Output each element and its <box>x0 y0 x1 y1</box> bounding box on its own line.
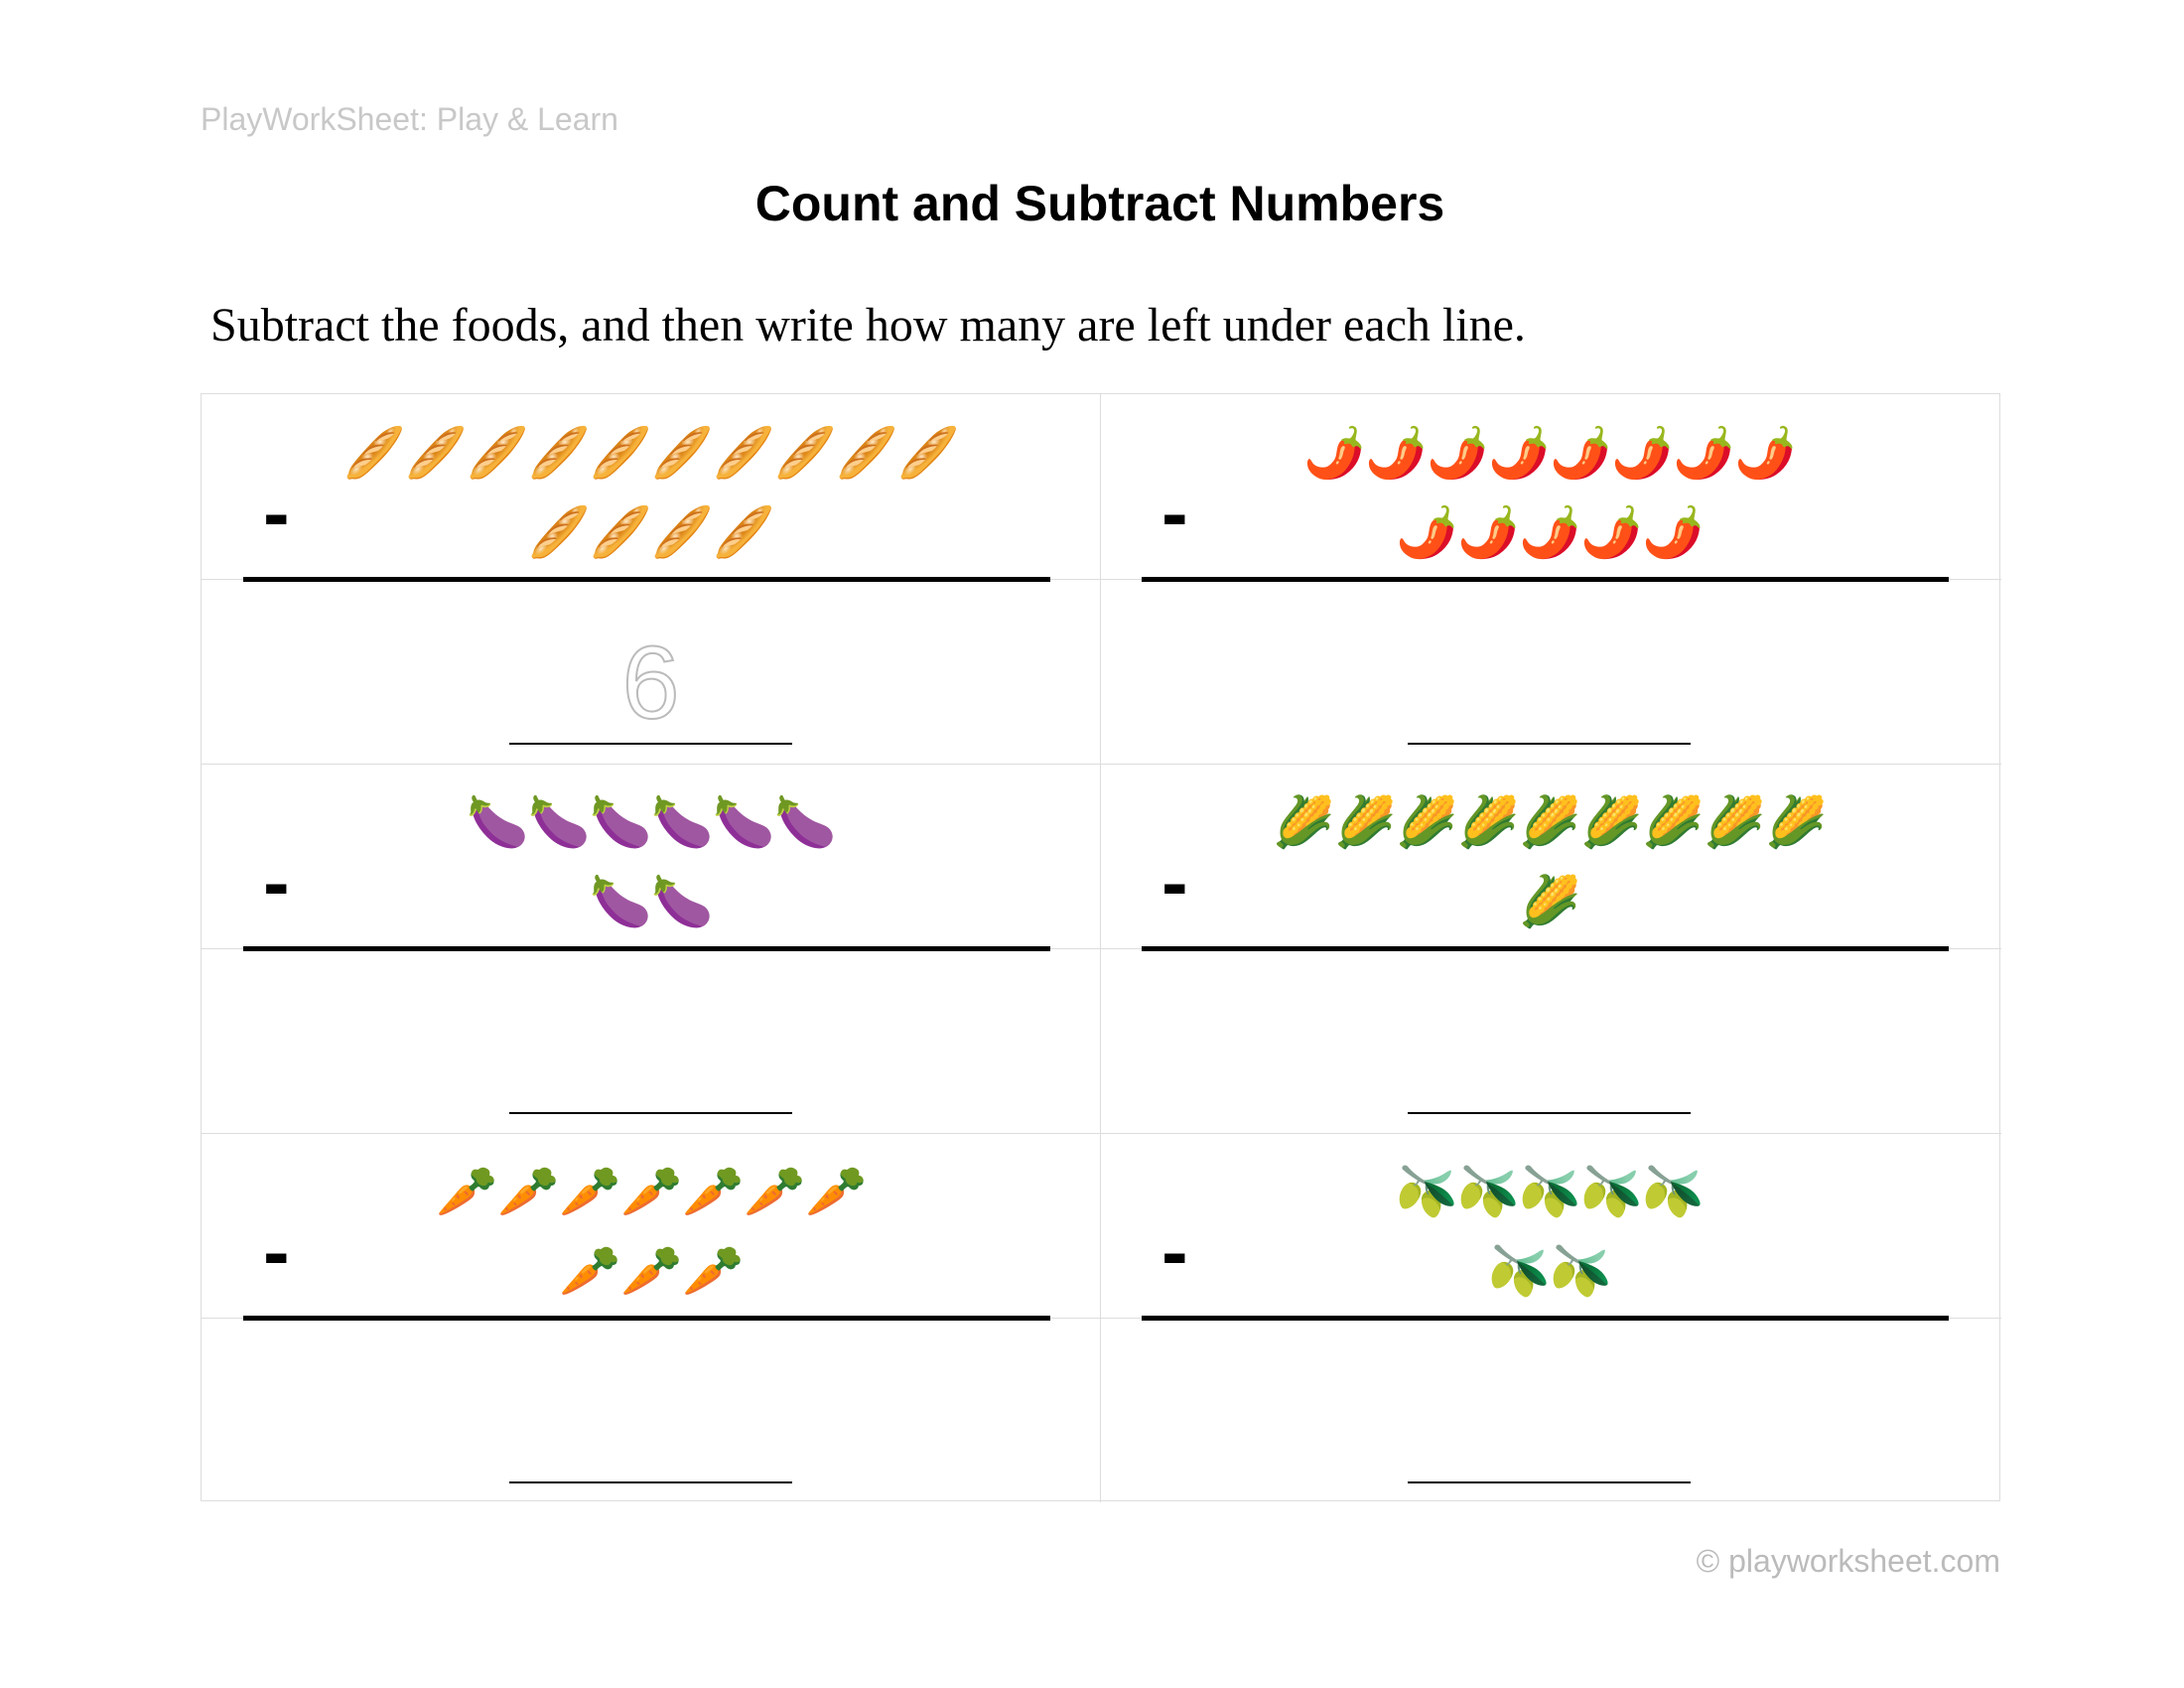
sum-line <box>1142 946 1949 951</box>
row-divider <box>202 764 2001 765</box>
food-icon: 🥖 <box>774 424 837 482</box>
instruction: Subtract the foods, and then write how m… <box>210 299 1526 352</box>
food-icon: 🥖 <box>836 424 898 482</box>
food-icon: 🫒 <box>1396 1163 1458 1220</box>
food-icon: 🥕 <box>497 1163 560 1220</box>
minus-sign: - <box>1161 1207 1188 1296</box>
minus-sign: - <box>263 1207 290 1296</box>
food-icon: 🌽 <box>1334 793 1397 851</box>
food-icon: 🌽 <box>1704 793 1766 851</box>
food-icon: 🌶️ <box>1457 503 1520 561</box>
food-icon: 🥖 <box>651 503 714 561</box>
food-icon: 🥖 <box>528 503 591 561</box>
food-icon: 🍆 <box>528 793 591 851</box>
food-icon: 🫒 <box>1519 1163 1581 1220</box>
food-icon: 🌽 <box>1273 793 1335 851</box>
food-icon: 🌶️ <box>1427 424 1489 482</box>
food-icon: 🥖 <box>651 424 714 482</box>
food-icon: 🍆 <box>774 793 837 851</box>
title: Count and Subtract Numbers <box>754 176 1445 231</box>
food-icon: 🌽 <box>1519 873 1581 930</box>
food-icon: 🌽 <box>1519 793 1581 851</box>
food-icon: 🫒 <box>1642 1163 1705 1220</box>
food-icon: 🌽 <box>1642 793 1705 851</box>
food-icon: 🫒 <box>1580 1163 1643 1220</box>
food-icon: 🫒 <box>1457 1163 1520 1220</box>
minus-sign: - <box>263 838 290 926</box>
food-icon: 🌽 <box>1580 793 1643 851</box>
brand: PlayWorkSheet: Play & Learn <box>201 101 618 137</box>
food-icon: 🌽 <box>1396 793 1458 851</box>
footer: © playworksheet.com <box>1696 1543 2000 1579</box>
row-divider <box>202 1318 2001 1319</box>
food-icon: 🥕 <box>436 1163 498 1220</box>
row-divider <box>202 579 2001 580</box>
food-icon: 🥕 <box>682 1242 745 1300</box>
food-icon: 🌶️ <box>1611 424 1674 482</box>
food-icon: 🫒 <box>1488 1242 1551 1300</box>
food-icon: 🍆 <box>651 793 714 851</box>
food-icon: 🥖 <box>713 424 775 482</box>
food-icon: 🥖 <box>897 424 960 482</box>
minus-sign: - <box>1161 838 1188 926</box>
food-icon: 🌶️ <box>1550 424 1612 482</box>
answer-line <box>1408 743 1691 745</box>
minus-sign: - <box>263 469 290 557</box>
row-divider <box>202 1133 2001 1134</box>
food-icon: 🫒 <box>1550 1242 1612 1300</box>
answer-line <box>509 743 792 745</box>
food-icon: 🥖 <box>343 424 406 482</box>
food-icon: 🌶️ <box>1303 424 1366 482</box>
food-icon: 🍆 <box>590 873 652 930</box>
food-icon: 🍆 <box>713 793 775 851</box>
food-icon: 🍆 <box>651 873 714 930</box>
food-icon: 🌶️ <box>1488 424 1551 482</box>
food-icon: 🍆 <box>590 793 652 851</box>
sum-line <box>243 1316 1050 1321</box>
food-icon: 🥖 <box>467 424 529 482</box>
food-icon: 🥕 <box>559 1242 621 1300</box>
minus-sign: - <box>1161 469 1188 557</box>
row-divider <box>202 948 2001 949</box>
food-icon: 🌶️ <box>1519 503 1581 561</box>
food-icon: 🌽 <box>1457 793 1520 851</box>
sum-line <box>1142 577 1949 582</box>
food-icon: 🥖 <box>528 424 591 482</box>
food-icon: 🥖 <box>590 424 652 482</box>
food-icon: 🌶️ <box>1365 424 1428 482</box>
food-icon: 🥖 <box>713 503 775 561</box>
food-icon: 🌶️ <box>1396 503 1458 561</box>
food-icon: 🥕 <box>744 1163 806 1220</box>
problem-grid: 🥖 🥖 🥖 🥖 🥖 🥖 🥖 🥖 🥖 🥖 🥖 🥖 🥖 🥖 -6 🌶️ 🌶️ 🌶️ 🌶️ 🌶️ 🌶️ 🌶️ 🌶️ 🌶️ 🌶️ 🌶️ 🌶️… <box>201 393 2001 1502</box>
food-icon: 🥕 <box>682 1163 745 1220</box>
food-icon: 🌶️ <box>1734 424 1797 482</box>
sum-line <box>243 577 1050 582</box>
sum-line <box>243 946 1050 951</box>
answer-example: 6 <box>621 626 681 741</box>
food-icon: 🌽 <box>1765 793 1828 851</box>
food-icon: 🌶️ <box>1642 503 1705 561</box>
food-icon: 🥕 <box>620 1242 683 1300</box>
food-icon: 🥕 <box>559 1163 621 1220</box>
answer-line <box>1408 1112 1691 1114</box>
food-icon: 🍆 <box>467 793 529 851</box>
sum-line <box>1142 1316 1949 1321</box>
answer-line <box>1408 1481 1691 1483</box>
food-icon: 🥕 <box>620 1163 683 1220</box>
food-icon: 🌶️ <box>1673 424 1735 482</box>
answer-line <box>509 1112 792 1114</box>
food-icon: 🥕 <box>805 1163 868 1220</box>
food-icon: 🥖 <box>590 503 652 561</box>
food-icon: 🌶️ <box>1580 503 1643 561</box>
food-icon: 🥖 <box>405 424 468 482</box>
answer-line <box>509 1481 792 1483</box>
